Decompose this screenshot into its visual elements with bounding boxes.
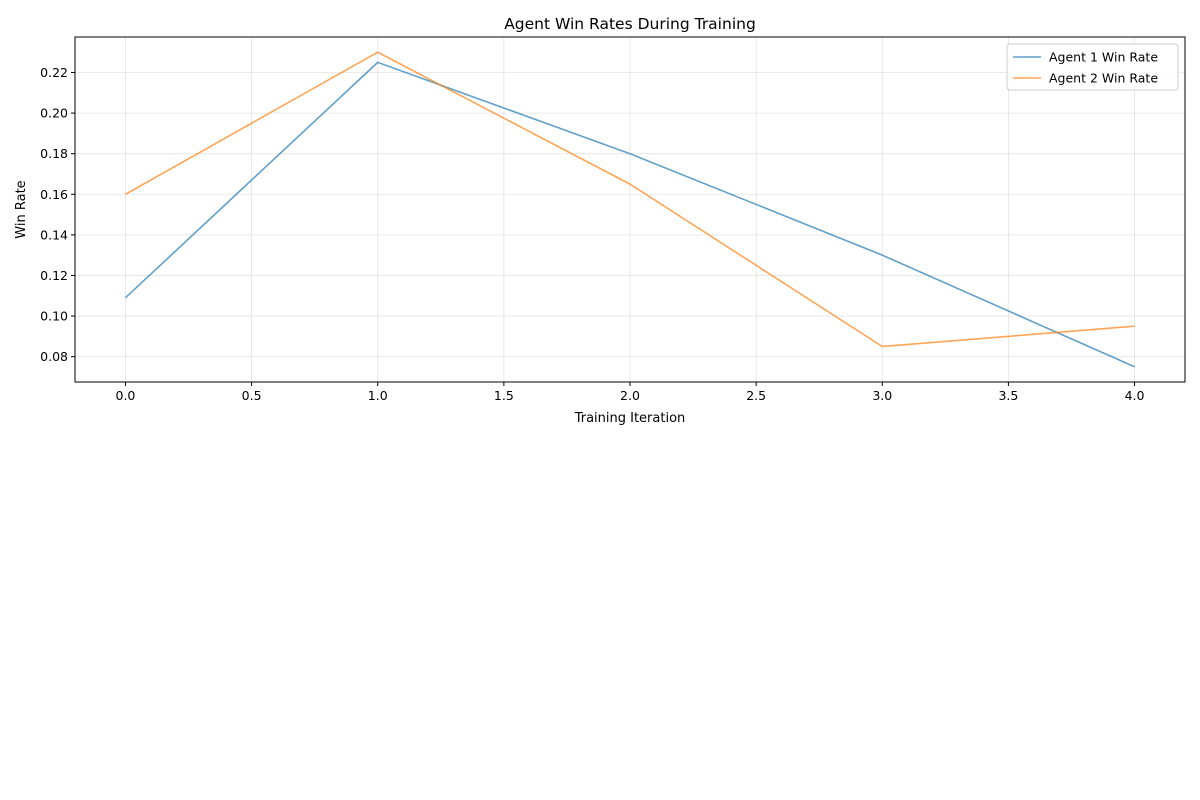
y-tick-label: 0.12 (40, 268, 68, 283)
x-tick-label: 3.5 (998, 388, 1018, 403)
y-tick-label: 0.22 (40, 65, 68, 80)
x-tick-label: 2.0 (620, 388, 640, 403)
series-line-agent-2 (125, 51, 1135, 348)
y-tick-label: 0.10 (40, 309, 68, 324)
x-tick-label: 1.0 (368, 388, 388, 403)
legend-label: Agent 1 Win Rate (1049, 50, 1158, 65)
y-tick-label: 0.08 (40, 349, 68, 364)
x-axis: 0.0 0.5 1.0 1.5 2.0 2.5 3.0 3.5 4.0 (116, 382, 1145, 403)
legend-box (1006, 43, 1179, 91)
x-tick-label: 4.0 (1125, 388, 1145, 403)
grid (75, 37, 1185, 382)
y-tick-label: 0.20 (40, 106, 68, 121)
legend: Agent 1 Win Rate Agent 2 Win Rate (1006, 43, 1179, 91)
series-line-agent-1 (124, 61, 1135, 368)
x-tick-label: 0.0 (116, 388, 136, 403)
chart-title: Agent Win Rates During Training (504, 15, 756, 33)
x-axis-label: Training Iteration (574, 411, 686, 426)
legend-label: Agent 2 Win Rate (1049, 71, 1158, 86)
y-axis: 0.08 0.10 0.12 0.14 0.16 0.18 0.20 0.22 (40, 65, 75, 364)
x-tick-label: 2.5 (746, 388, 766, 403)
y-axis-label: Win Rate (14, 180, 29, 238)
series-layer (124, 51, 1135, 368)
y-tick-label: 0.14 (40, 227, 68, 242)
x-tick-label: 3.0 (872, 388, 892, 403)
x-tick-label: 0.5 (242, 388, 262, 403)
x-tick-label: 1.5 (494, 388, 514, 403)
y-tick-label: 0.16 (40, 187, 68, 202)
y-tick-label: 0.18 (40, 146, 68, 161)
